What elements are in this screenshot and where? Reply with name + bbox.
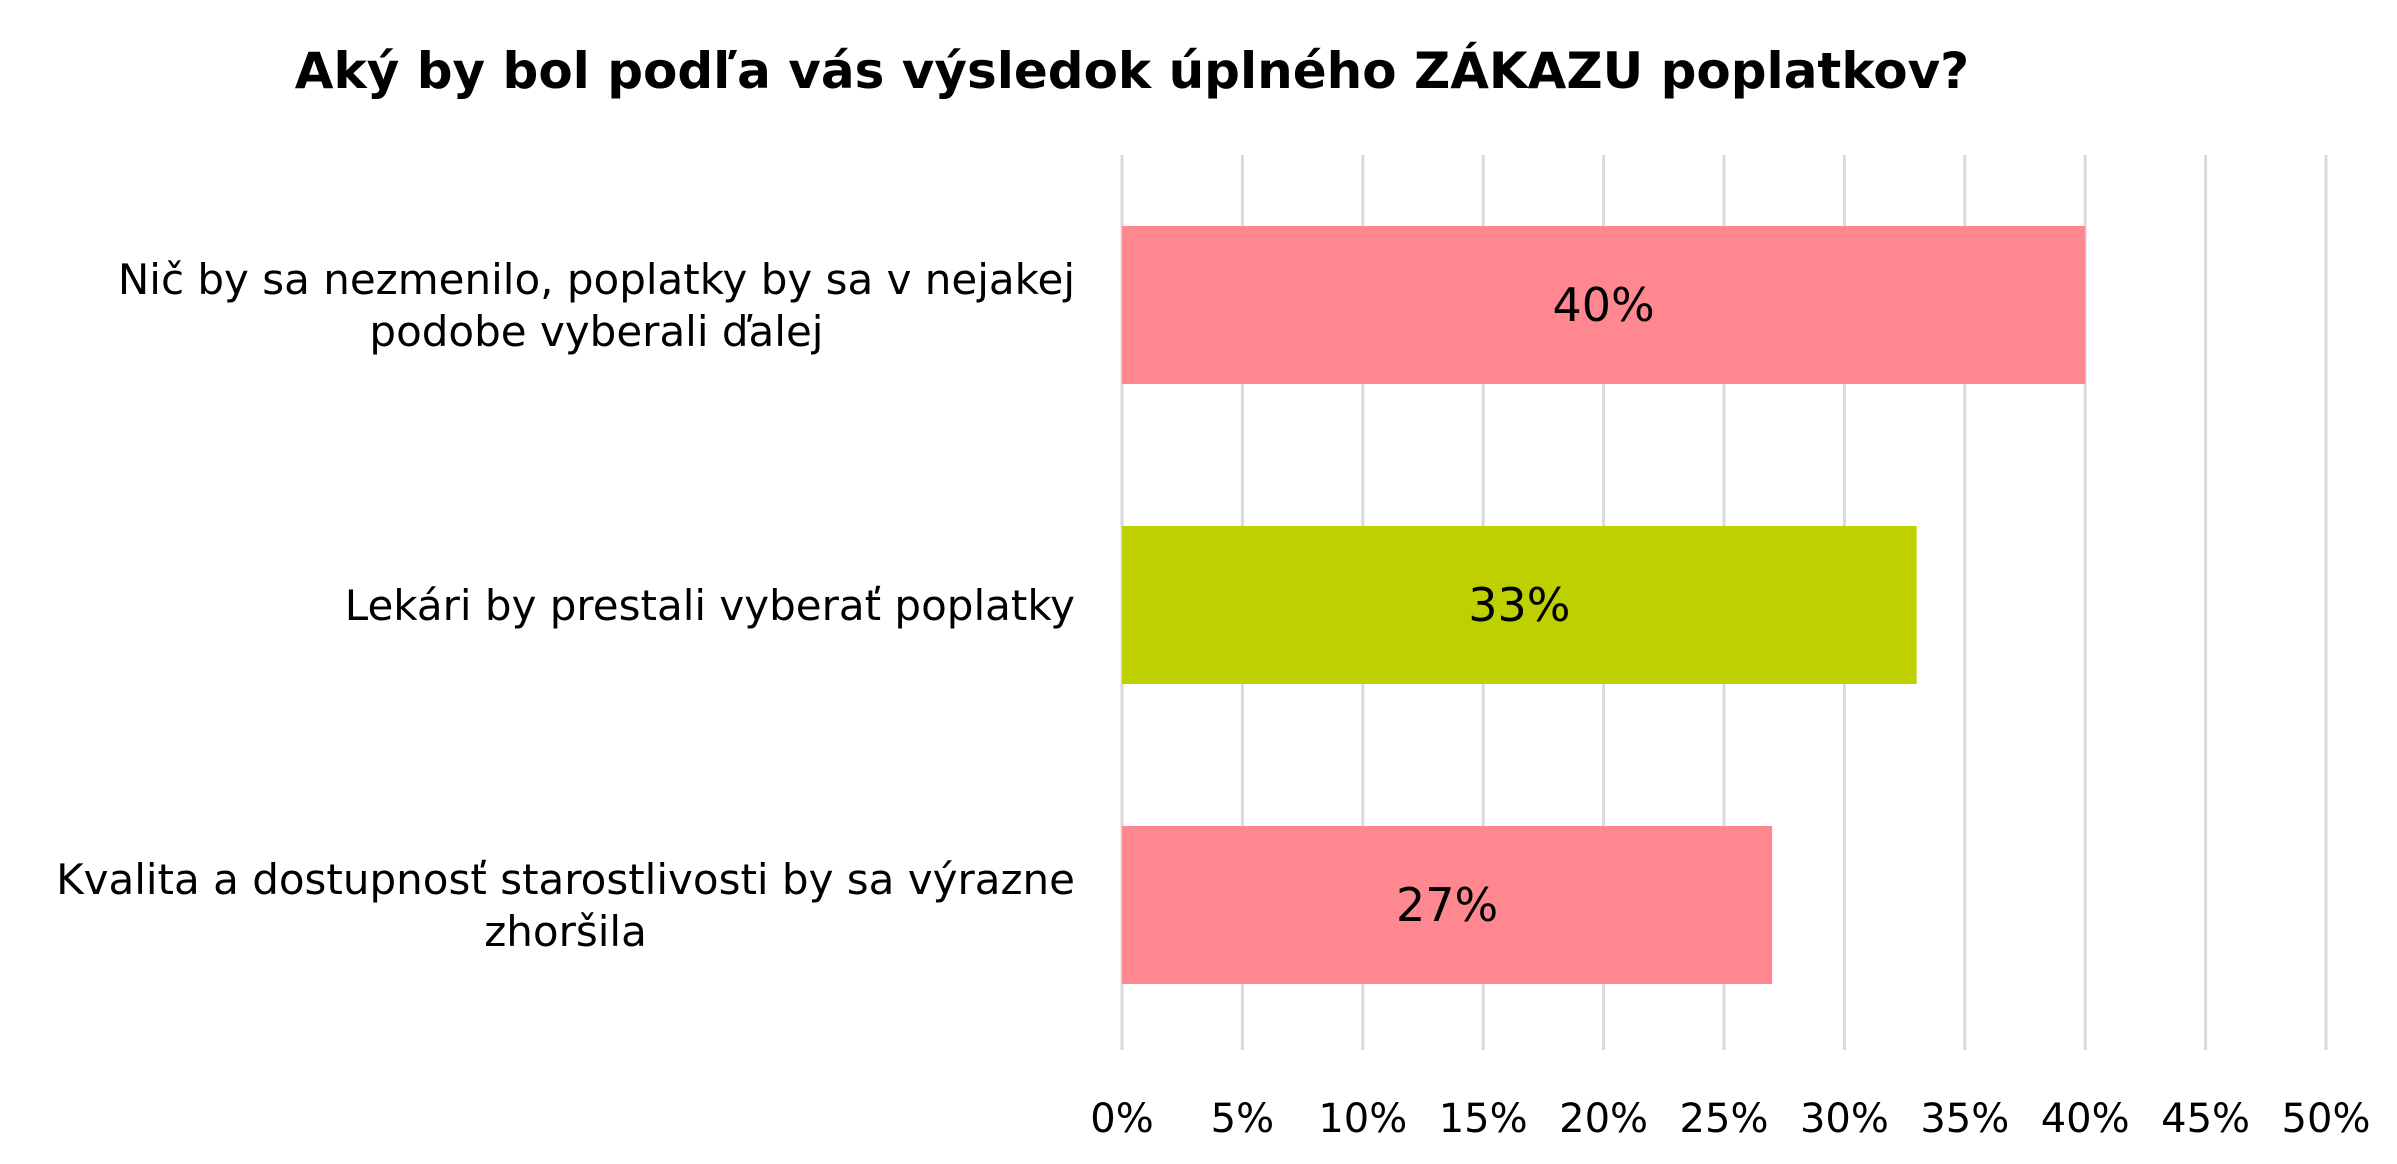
x-tick-label: 5% xyxy=(1211,1096,1274,1142)
bar xyxy=(1122,826,1773,984)
x-tick-label: 20% xyxy=(1559,1096,1648,1142)
bar-data-label: 27% xyxy=(1396,878,1498,932)
x-axis-tick-labels: 0% 5% 10% 15% 20% 25% 30% 35% 40% 45% 50% xyxy=(1090,1096,2370,1142)
x-tick-label: 30% xyxy=(1800,1096,1889,1142)
category-label: Lekári by prestali vyberať poplatky xyxy=(345,581,1075,630)
x-tick-label: 35% xyxy=(1920,1096,2009,1142)
chart-title: Aký by bol podľa vás výsledok úplného ZÁ… xyxy=(295,41,1969,100)
x-tick-label: 15% xyxy=(1439,1096,1528,1142)
category-labels: Nič by sa nezmenilo, poplatky by sa v ne… xyxy=(56,255,1075,956)
bar-data-label: 40% xyxy=(1552,278,1654,332)
x-tick-label: 25% xyxy=(1680,1096,1769,1142)
x-tick-label: 50% xyxy=(2282,1096,2371,1142)
x-tick-label: 10% xyxy=(1318,1096,1407,1142)
x-tick-label: 0% xyxy=(1090,1096,1153,1142)
category-label: Kvalita a dostupnosť starostlivosti by s… xyxy=(56,855,1075,956)
x-tick-label: 45% xyxy=(2161,1096,2250,1142)
bar-data-label: 33% xyxy=(1468,578,1570,632)
bar xyxy=(1122,526,1917,684)
bar xyxy=(1122,226,2086,384)
x-tick-label: 40% xyxy=(2041,1096,2130,1142)
category-label: Nič by sa nezmenilo, poplatky by sa v ne… xyxy=(118,255,1075,356)
bars: 40% 33% 27% xyxy=(1122,226,2086,984)
